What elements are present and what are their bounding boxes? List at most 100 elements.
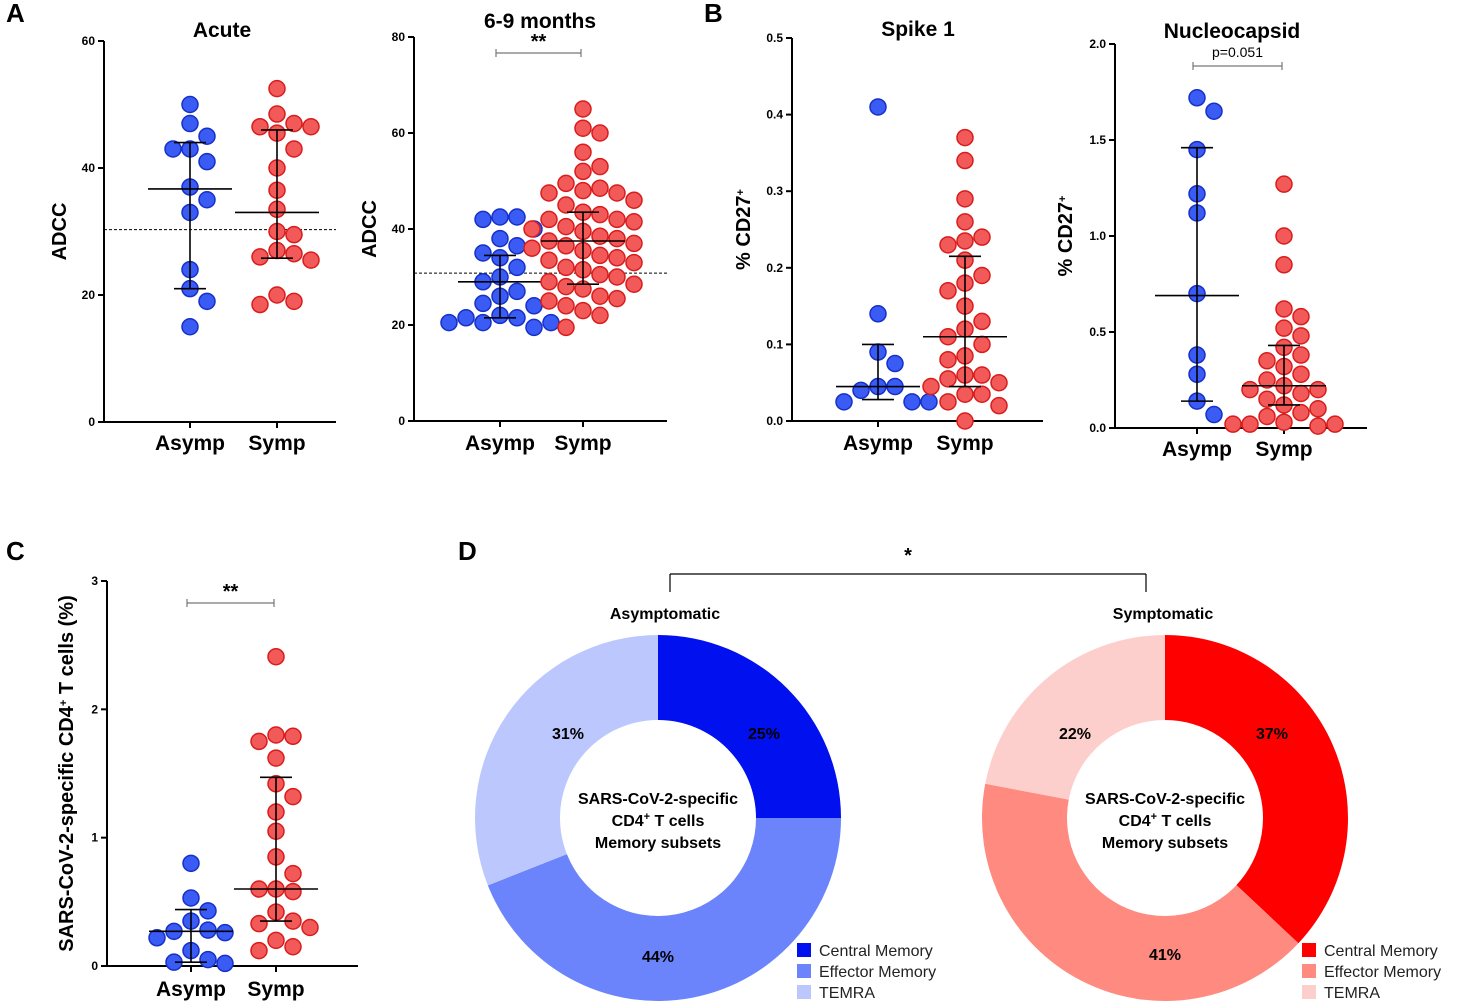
acute-title: Acute bbox=[193, 19, 251, 42]
nucleo-point-symp bbox=[1326, 415, 1344, 433]
spike1-point-asymp bbox=[852, 381, 870, 400]
spike1-point-symp bbox=[990, 373, 1008, 392]
months-point-symp bbox=[625, 253, 643, 272]
months-point-symp bbox=[608, 268, 626, 286]
symp_donut-slice-temra bbox=[985, 635, 1165, 800]
spike1-point-asymp bbox=[920, 393, 938, 411]
acute-point-asymp bbox=[164, 140, 182, 158]
acute-point-symp bbox=[251, 248, 269, 266]
symp_donut-value-label: 22% bbox=[1059, 726, 1091, 743]
nucleo-point-symp bbox=[1309, 380, 1327, 399]
asymp_donut-center-text: Memory subsets bbox=[595, 835, 721, 852]
months-point-symp bbox=[574, 162, 592, 181]
months-point-symp bbox=[591, 205, 609, 224]
acute-tick-label: 20 bbox=[82, 288, 96, 302]
spike1-point-symp bbox=[939, 350, 957, 369]
spike1-point-symp bbox=[956, 412, 974, 430]
nucleo-point-symp bbox=[1241, 415, 1259, 433]
months-point-asymp bbox=[474, 244, 492, 262]
acute-point-asymp bbox=[181, 114, 199, 133]
acute-ylabel: ADCC bbox=[49, 203, 71, 261]
cd4-point-asymp bbox=[199, 921, 217, 939]
nucleo-tick-label: 1.5 bbox=[1089, 133, 1106, 147]
cd4-point-symp bbox=[267, 931, 285, 950]
nucleo-category-asymp: Asymp bbox=[1162, 438, 1232, 461]
spike1-point-symp bbox=[956, 151, 974, 170]
spike1-point-symp bbox=[922, 377, 940, 396]
spike1-point-asymp bbox=[835, 393, 853, 411]
cd4-point-asymp bbox=[199, 950, 217, 969]
acute-point-symp bbox=[251, 117, 269, 136]
months-point-symp bbox=[625, 213, 643, 231]
spike1-point-symp bbox=[956, 385, 974, 403]
spike1-point-asymp bbox=[869, 305, 887, 323]
nucleo-point-symp bbox=[1292, 403, 1310, 422]
asymp_donut-value-label: 31% bbox=[552, 726, 584, 743]
months-title: 6-9 months bbox=[484, 10, 596, 33]
months-point-symp bbox=[540, 251, 558, 269]
acute-point-asymp bbox=[181, 318, 199, 336]
spike1-point-asymp bbox=[869, 98, 887, 116]
months-point-symp bbox=[540, 210, 558, 229]
months-point-asymp bbox=[508, 282, 526, 301]
asymp_donut-value-label: 25% bbox=[748, 726, 780, 743]
panel-label-c: C bbox=[6, 536, 25, 566]
spike1-point-symp bbox=[956, 232, 974, 250]
nucleo-point-symp bbox=[1292, 327, 1310, 345]
nucleo-point-symp bbox=[1275, 256, 1293, 274]
months-point-symp bbox=[540, 184, 558, 202]
symp_donut-center-text: CD4+ T cells bbox=[1119, 811, 1212, 830]
months-point-symp bbox=[591, 265, 609, 284]
cd4-ylabel: SARS-CoV-2-specific CD4+ T cells (%) bbox=[56, 595, 78, 952]
asymp_donut-legend-label: Central Memory bbox=[819, 943, 933, 960]
months-point-symp bbox=[608, 229, 626, 248]
symp_donut-legend-label: Central Memory bbox=[1324, 943, 1438, 960]
months-tick-label: 80 bbox=[392, 30, 406, 44]
nucleo-point-symp bbox=[1275, 227, 1293, 245]
nucleo-point-symp bbox=[1258, 407, 1276, 426]
spike1-point-symp bbox=[973, 228, 991, 246]
months-category-symp: Symp bbox=[554, 432, 611, 455]
symp_donut-legend-swatch bbox=[1302, 964, 1316, 978]
months-tick-label: 40 bbox=[392, 222, 406, 236]
months-ylabel: ADCC bbox=[359, 200, 381, 258]
cd4-point-asymp bbox=[216, 923, 234, 942]
months-point-symp bbox=[540, 273, 558, 291]
spike1-tick-label: 0.4 bbox=[766, 108, 783, 122]
cd4-tick-label: 3 bbox=[91, 574, 98, 588]
cd4-point-asymp bbox=[199, 902, 217, 920]
cd4-point-asymp bbox=[148, 929, 166, 947]
spike1-tick-label: 0.5 bbox=[766, 31, 783, 45]
symp_donut-legend-swatch bbox=[1302, 985, 1316, 999]
cd4-category-symp: Symp bbox=[247, 978, 304, 1001]
months-point-symp bbox=[591, 157, 609, 176]
nucleo-point-symp bbox=[1292, 346, 1310, 364]
cd4-point-asymp bbox=[216, 954, 234, 973]
acute-tick-label: 0 bbox=[88, 415, 95, 429]
spike1-category-asymp: Asymp bbox=[843, 432, 913, 455]
months-point-symp bbox=[591, 287, 609, 305]
asymp_donut-legend-label: Effector Memory bbox=[819, 964, 936, 981]
spike1-point-asymp bbox=[886, 354, 904, 373]
months-point-asymp bbox=[474, 313, 492, 332]
cd4-point-symp bbox=[284, 727, 302, 746]
spike1-tick-label: 0.3 bbox=[766, 184, 783, 198]
spike1-ylabel: % CD27+ bbox=[733, 189, 755, 270]
months-point-symp bbox=[557, 277, 575, 296]
months-point-symp bbox=[557, 217, 575, 236]
nucleo-tick-label: 2.0 bbox=[1089, 37, 1106, 51]
months-point-asymp bbox=[474, 210, 492, 229]
spike1-tick-label: 0.0 bbox=[766, 414, 783, 428]
nucleo-tick-label: 0.0 bbox=[1089, 421, 1106, 435]
acute-point-symp bbox=[268, 286, 286, 304]
months-significance: ** bbox=[531, 31, 547, 53]
cd4-tick-label: 0 bbox=[91, 959, 98, 973]
spike1-point-symp bbox=[973, 335, 991, 354]
nucleo-point-symp bbox=[1258, 390, 1276, 408]
months-point-symp bbox=[557, 258, 575, 277]
nucleo-point-symp bbox=[1275, 413, 1293, 431]
months-point-asymp bbox=[508, 258, 526, 277]
acute-point-symp bbox=[285, 244, 303, 263]
panel-label-a: A bbox=[6, 0, 25, 28]
